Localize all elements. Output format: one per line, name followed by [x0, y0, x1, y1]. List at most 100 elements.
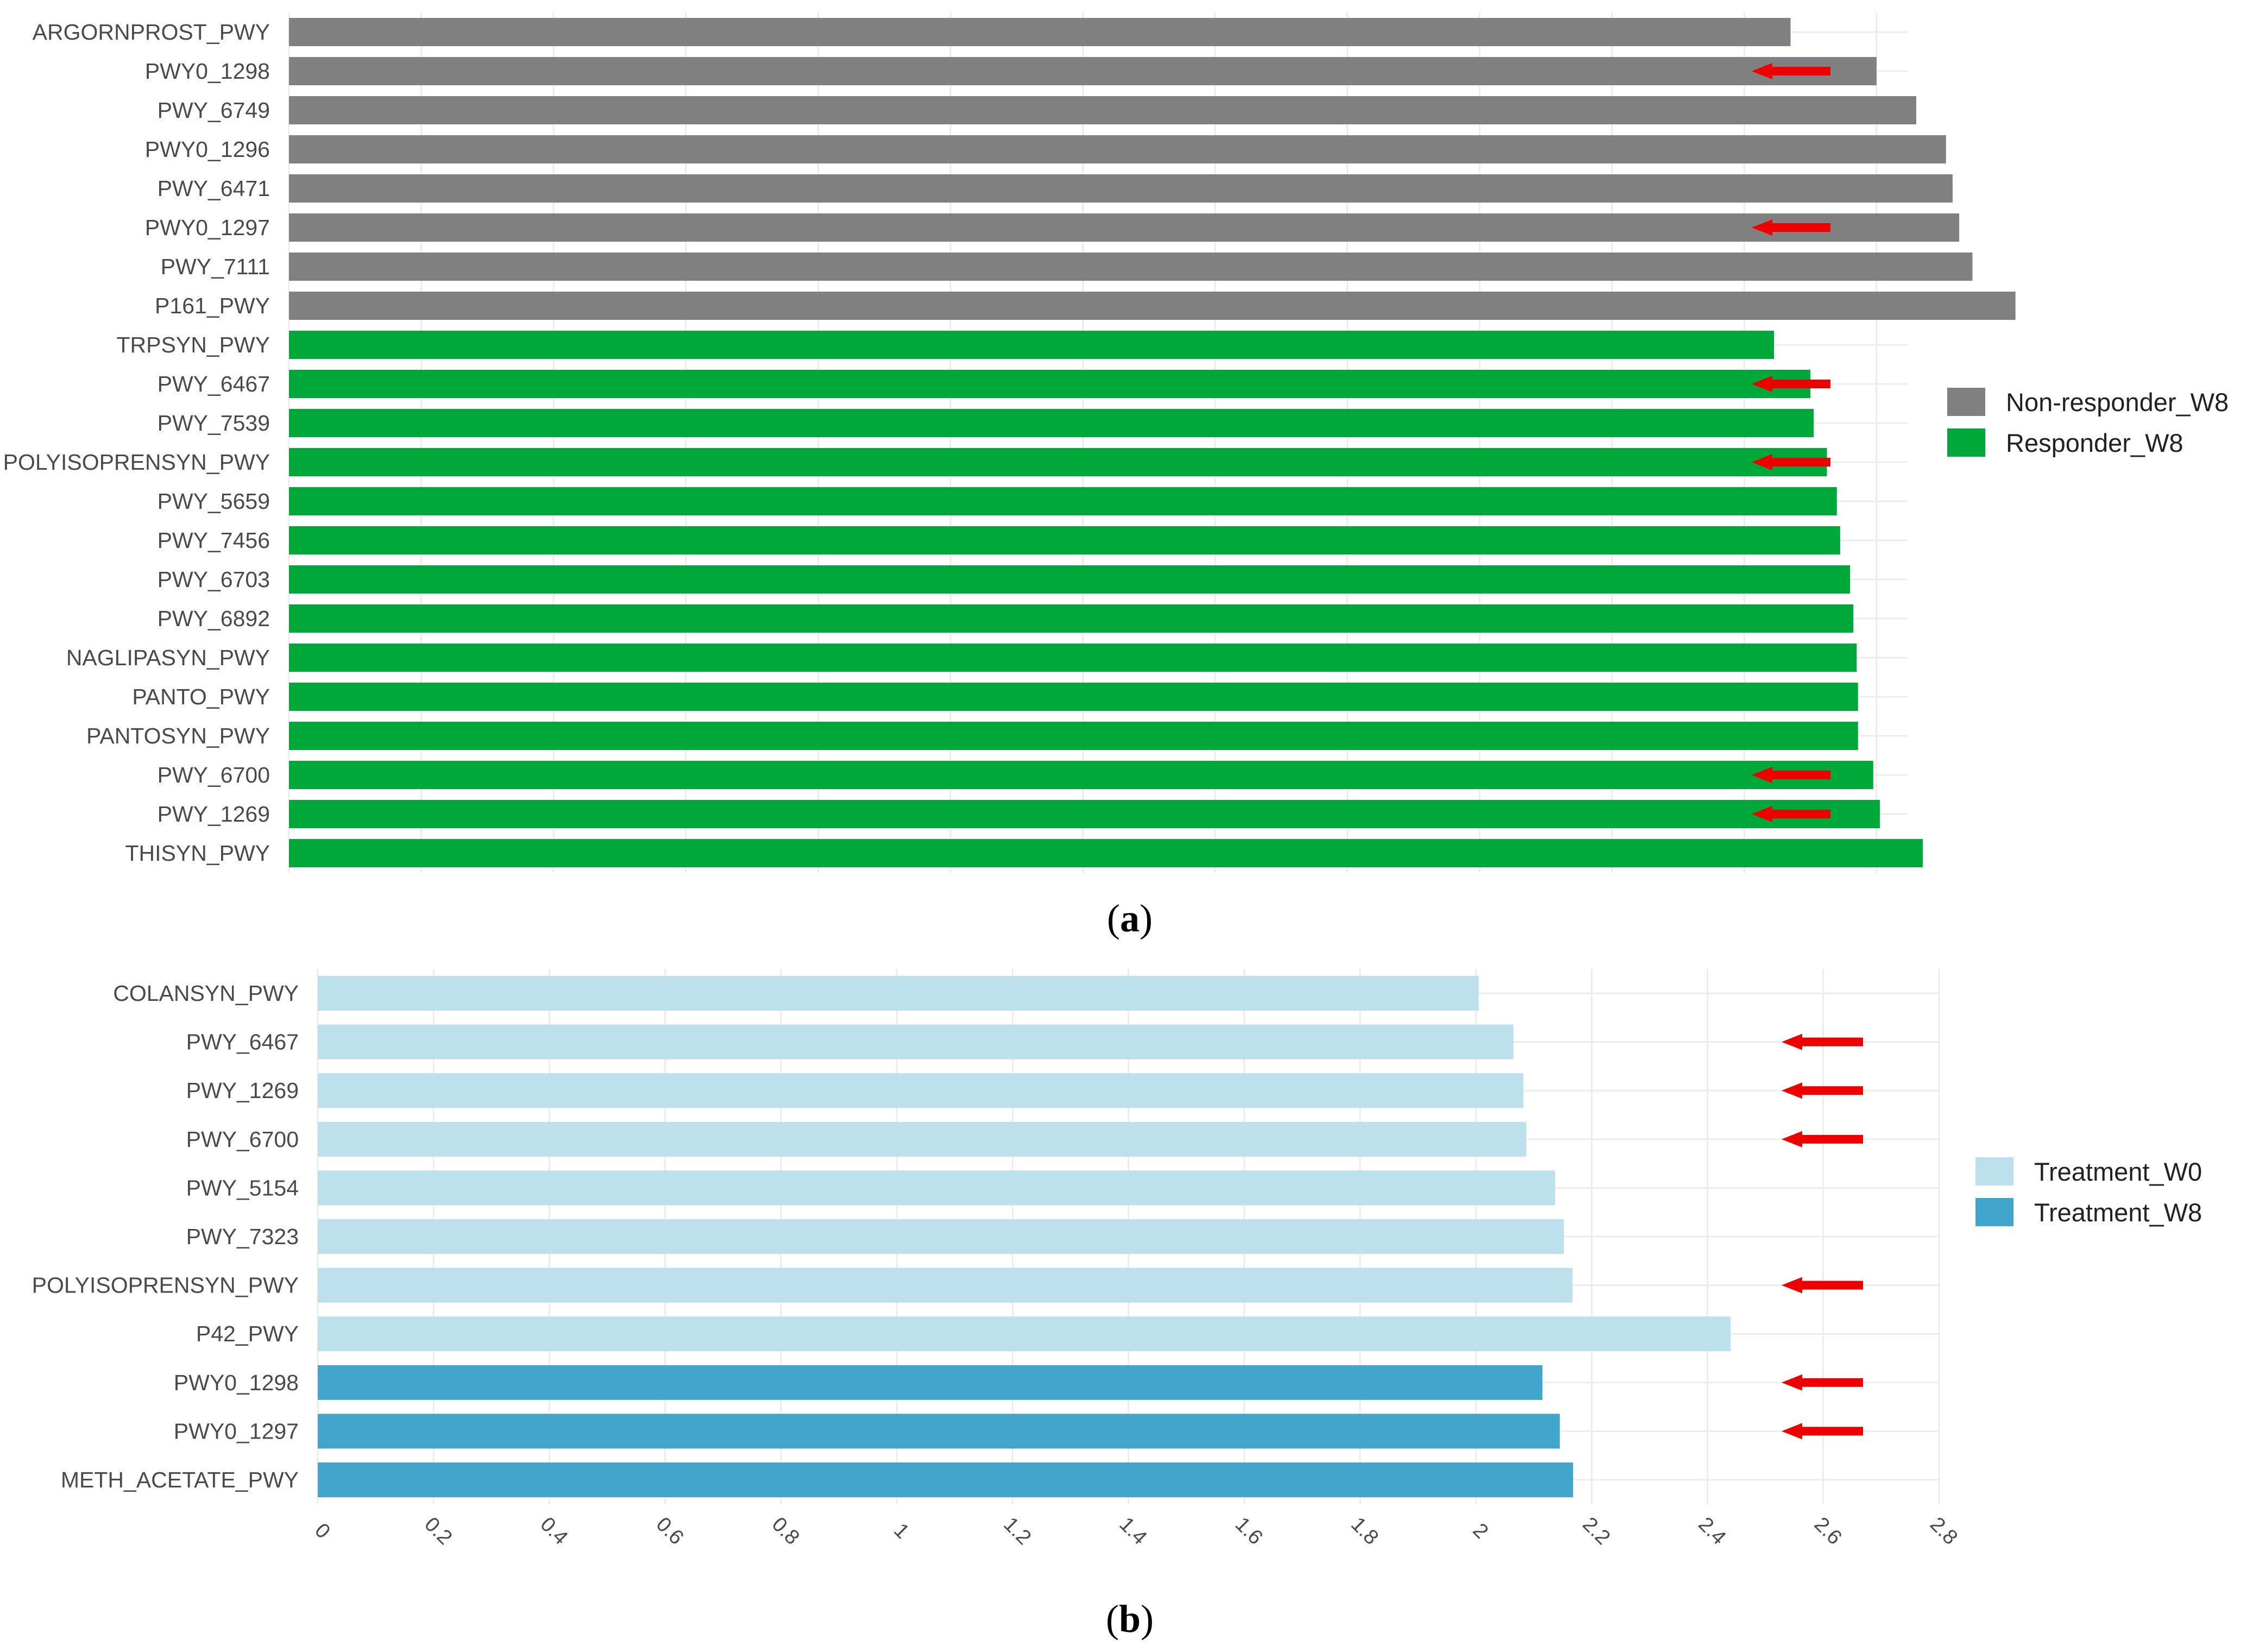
bar — [318, 1414, 1560, 1449]
bar — [289, 370, 1811, 398]
bar — [289, 526, 1840, 554]
x-tick-label: 2.8 — [1926, 1513, 1962, 1549]
panel-a: ARGORNPROST_PWY PWY0_1298 PWY_6749 PWY0_129… — [3, 12, 2229, 940]
red-arrow-icon — [1782, 1277, 1863, 1294]
category-label: PWY0_1298 — [145, 59, 270, 84]
bar — [289, 644, 1857, 672]
legend-swatch — [1975, 1198, 2013, 1226]
legend-label: Non-responder_W8 — [2006, 388, 2229, 417]
x-tick-label: 1.8 — [1346, 1513, 1383, 1549]
category-label: POLYISOPRENSYN_PWY — [3, 450, 270, 475]
x-tick-label: 1.6 — [1231, 1513, 1267, 1549]
bar — [289, 604, 1854, 633]
bar — [289, 409, 1814, 437]
bar — [318, 1219, 1564, 1254]
category-label: PWY_6700 — [158, 762, 270, 787]
category-label: PWY_6467 — [158, 371, 270, 396]
category-label: PWY_6749 — [158, 98, 270, 123]
bar — [318, 1462, 1574, 1497]
bar — [289, 174, 1953, 203]
bar — [289, 57, 1877, 85]
x-tick-label: 0 — [310, 1519, 335, 1543]
category-label: POLYISOPRENSYN_PWY — [32, 1273, 299, 1298]
red-arrow-icon — [1752, 454, 1830, 470]
bar — [318, 1170, 1556, 1206]
category-label: P161_PWY — [155, 293, 270, 318]
category-label: PWY_7456 — [158, 528, 270, 553]
category-label: PWY_6471 — [158, 176, 270, 201]
bar — [289, 135, 1946, 163]
bar — [289, 213, 1960, 242]
x-tick-label: 0.2 — [420, 1513, 456, 1549]
red-arrow-icon — [1752, 376, 1830, 392]
category-label: PWY_5154 — [186, 1175, 299, 1200]
x-tick-label: 0.8 — [767, 1513, 804, 1549]
bar — [318, 1316, 1731, 1352]
red-arrow-icon — [1752, 219, 1830, 236]
category-label: PWY_7539 — [158, 411, 270, 436]
red-arrow-icon — [1782, 1374, 1863, 1391]
panel-b: COLANSYN_PWY PWY_6467 PWY_1269 PWY_6700 PWY_… — [32, 969, 2202, 1641]
x-tick-label: 2 — [1468, 1519, 1493, 1543]
legend-label: Treatment_W8 — [2034, 1198, 2202, 1227]
category-label: THISYN_PWY — [125, 841, 270, 866]
category-label: PWY_6892 — [158, 606, 270, 631]
bar — [289, 839, 1923, 867]
bar — [318, 976, 1479, 1011]
x-tick-label: 2.6 — [1810, 1513, 1846, 1549]
category-label: PWY_7323 — [186, 1224, 299, 1249]
bar — [318, 1268, 1573, 1303]
category-label: PWY_1269 — [186, 1078, 299, 1103]
category-label: PWY_6700 — [186, 1127, 299, 1152]
category-label: METH_ACETATE_PWY — [61, 1467, 299, 1492]
bar — [289, 448, 1827, 476]
bar — [318, 1121, 1526, 1157]
x-tick-label: 1 — [889, 1519, 914, 1543]
x-tick-label: 1.4 — [1115, 1513, 1151, 1549]
red-arrow-icon — [1782, 1423, 1863, 1440]
x-tick-label: 1.2 — [999, 1513, 1035, 1549]
category-label: PWY0_1296 — [145, 137, 270, 162]
red-arrow-icon — [1782, 1082, 1863, 1099]
bar — [289, 292, 2016, 320]
legend-label: Responder_W8 — [2006, 428, 2184, 457]
bar — [318, 1024, 1514, 1060]
panel-caption: (a) — [1107, 897, 1153, 940]
legend-swatch — [1975, 1157, 2013, 1186]
category-label: PWY0_1298 — [174, 1370, 299, 1395]
bar — [289, 722, 1858, 750]
category-label: PWY_1269 — [158, 802, 270, 827]
bar — [289, 761, 1873, 789]
legend-label: Treatment_W0 — [2034, 1157, 2202, 1186]
category-label: TRPSYN_PWY — [117, 332, 270, 357]
bar — [289, 331, 1775, 359]
red-arrow-icon — [1752, 63, 1830, 79]
category-label: PWY0_1297 — [145, 215, 270, 240]
bar — [289, 683, 1858, 711]
bar — [289, 18, 1791, 46]
category-label: NAGLIPASYN_PWY — [66, 645, 270, 670]
x-tick-label: 0.4 — [536, 1513, 572, 1549]
category-label: PANTO_PWY — [132, 684, 270, 709]
bar — [289, 253, 1973, 281]
bar — [289, 96, 1916, 124]
bar — [318, 1365, 1543, 1400]
legend-swatch — [1947, 428, 1985, 457]
category-label: ARGORNPROST_PWY — [33, 20, 270, 45]
category-label: PWY_7111 — [161, 254, 270, 279]
x-tick-label: 0.6 — [652, 1513, 688, 1549]
bar — [289, 800, 1880, 828]
bar — [289, 487, 1837, 515]
category-label: P42_PWY — [196, 1321, 299, 1346]
category-label: PWY_5659 — [158, 489, 270, 514]
bar — [318, 1073, 1524, 1108]
category-label: PWY_6703 — [158, 567, 270, 592]
red-arrow-icon — [1782, 1131, 1863, 1147]
category-label: PWY_6467 — [186, 1030, 299, 1055]
bar — [289, 565, 1851, 594]
x-tick-label: 2.4 — [1694, 1513, 1731, 1549]
category-label: PANTOSYN_PWY — [86, 723, 270, 748]
legend-swatch — [1947, 388, 1985, 416]
red-arrow-icon — [1752, 767, 1830, 783]
